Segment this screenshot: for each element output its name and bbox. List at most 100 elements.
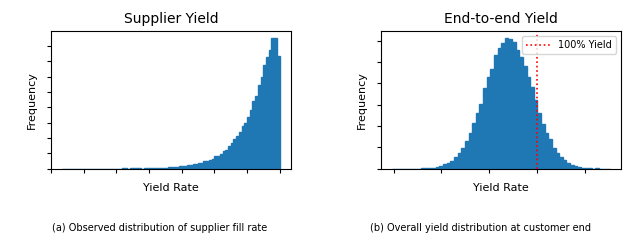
Bar [519,57,523,169]
Bar [138,168,141,169]
Bar [184,166,187,169]
Bar [247,117,250,169]
Bar [223,151,225,169]
Bar [577,167,581,169]
Bar [556,153,559,169]
Bar [201,163,204,169]
Bar [173,167,176,169]
Bar [187,166,190,169]
Bar [277,56,280,169]
Bar [190,165,193,169]
Bar [271,38,274,169]
Bar [588,168,592,169]
Bar [263,65,266,169]
Bar [179,166,182,169]
Bar [523,66,527,169]
Bar [563,160,566,169]
Bar [195,164,198,169]
Bar [527,77,530,169]
Bar [157,168,160,169]
Bar [234,139,236,169]
100% Yield [533,167,541,170]
Text: (b) Overall yield distribution at customer end: (b) Overall yield distribution at custom… [369,223,591,233]
Bar [443,164,447,169]
Bar [230,143,234,169]
Bar [220,154,223,169]
Bar [538,113,541,169]
Bar [154,168,157,169]
Bar [212,159,214,169]
Bar [260,77,263,169]
Bar [465,141,468,169]
Bar [421,168,425,169]
Bar [432,167,436,169]
Bar [252,101,255,169]
Bar [573,166,577,169]
Bar [149,168,152,169]
Bar [425,168,429,169]
Bar [584,168,588,169]
Bar [244,122,247,169]
Bar [479,104,483,169]
Title: End-to-end Yield: End-to-end Yield [444,12,558,26]
Bar [545,133,548,169]
Bar [228,146,230,169]
Text: (a) Observed distribution of supplier fill rate: (a) Observed distribution of supplier fi… [52,223,268,233]
Bar [581,167,584,169]
Bar [512,42,516,169]
Bar [494,55,497,169]
Bar [486,77,490,169]
X-axis label: Yield Rate: Yield Rate [473,183,529,193]
Y-axis label: Frequency: Frequency [27,71,36,129]
Bar [209,160,212,169]
Bar [461,148,465,169]
Bar [143,168,147,169]
Bar [225,149,228,169]
Bar [182,166,184,169]
Bar [505,38,508,169]
Bar [165,167,168,169]
Bar [255,96,258,169]
Bar [476,114,479,169]
Bar [501,43,505,169]
Bar [436,167,440,169]
Bar [198,163,201,169]
Bar [570,165,573,169]
Bar [530,87,534,169]
Bar [130,168,132,169]
Bar [176,167,179,169]
Bar [468,133,472,169]
Bar [147,168,149,169]
Bar [258,85,260,169]
100% Yield [533,167,541,170]
Bar [152,168,154,169]
Bar [217,156,220,169]
Bar [454,157,458,169]
Bar [508,40,512,169]
Bar [206,161,209,169]
Bar [274,39,277,169]
Bar [497,48,501,169]
Bar [559,157,563,169]
Bar [483,88,486,169]
Bar [204,161,206,169]
Bar [214,156,217,169]
Bar [541,124,545,169]
Bar [250,110,252,169]
Title: Supplier Yield: Supplier Yield [124,12,218,26]
Bar [440,166,443,169]
Bar [458,153,461,169]
Bar [266,57,269,169]
X-axis label: Yield Rate: Yield Rate [143,183,199,193]
Bar [269,50,271,169]
Bar [552,148,556,169]
Bar [447,163,451,169]
Bar [168,167,171,169]
Legend: 100% Yield: 100% Yield [522,36,616,54]
Bar [429,168,432,169]
Y-axis label: Frequency: Frequency [357,71,367,129]
Bar [160,168,163,169]
Bar [163,168,165,169]
Bar [472,123,476,169]
Bar [516,49,519,169]
